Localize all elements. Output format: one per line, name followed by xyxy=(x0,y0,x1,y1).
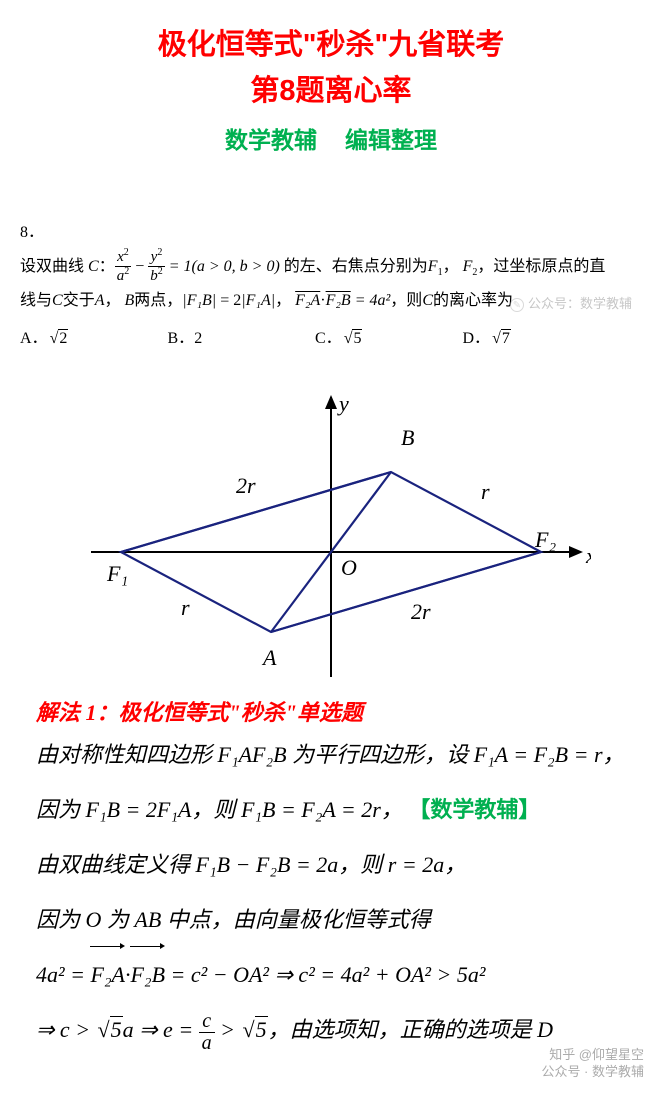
subtitle: 数学教辅 编辑整理 xyxy=(0,121,662,155)
frac-x2a2: x2a2 xyxy=(115,248,132,285)
label-y: y xyxy=(337,391,349,416)
frac-y2b2: y2b2 xyxy=(148,248,165,285)
solution-line-5: 4a² = F₂A·F₂B = c² − OA² ⇒ c² = 4a² + OA… xyxy=(36,947,626,1002)
method-title: 解法 1：极化恒等式"秒杀"单选题 xyxy=(0,687,662,727)
label-B: B xyxy=(401,425,414,450)
label-A: A xyxy=(261,645,277,670)
solution-line-1: 由对称性知四边形 F₁AF₂B 为平行四边形，设 F₁A = F₂B = r， xyxy=(36,727,626,782)
vector-F2A-sol: F₂A xyxy=(90,947,125,1002)
option-d: D．7 xyxy=(463,323,611,355)
title-line-1: 极化恒等式"秒杀"九省联考 xyxy=(0,22,662,68)
vector-F2B: F₂B xyxy=(326,292,351,309)
frac-c-over-a: ca xyxy=(199,1011,215,1054)
watermark-top: ✎公众号：数学教辅 xyxy=(510,293,632,312)
watermark-bottom: 知乎 @仰望星空 公众号 · 数学教辅 xyxy=(541,1046,644,1081)
vector-F2A: F₂A xyxy=(295,292,320,309)
problem-statement: 8． 设双曲线 C：x2a2 − y2b2 = 1(a > 0, b > 0) … xyxy=(0,155,662,356)
label-O: O xyxy=(341,555,357,580)
option-b: B．2 xyxy=(168,323,316,355)
option-c: C．5 xyxy=(315,323,463,355)
label-2r-bottom: 2r xyxy=(411,599,431,624)
label-F1: F₁ xyxy=(106,561,128,586)
label-2r-top: 2r xyxy=(236,473,256,498)
label-F2: F₂ xyxy=(534,527,556,552)
inline-tag: 【数学教辅】 xyxy=(408,797,540,822)
subtitle-right: 编辑整理 xyxy=(345,127,437,153)
option-a: A．2 xyxy=(20,323,168,355)
solution-body: 由对称性知四边形 F₁AF₂B 为平行四边形，设 F₁A = F₂B = r， … xyxy=(0,727,662,1057)
title-block: 极化恒等式"秒杀"九省联考 第8题离心率 数学教辅 编辑整理 xyxy=(0,0,662,155)
wechat-icon: ✎ xyxy=(510,298,524,312)
options-row: A．2 B．2 C．5 D．7 xyxy=(20,323,610,355)
label-x: x xyxy=(585,543,591,568)
label-r-top: r xyxy=(481,479,490,504)
diagram: y x O B A F₁ F₂ 2r r r 2r xyxy=(0,387,662,687)
title-line-2: 第8题离心率 xyxy=(0,68,662,114)
solution-line-6: ⇒ c > 5a ⇒ e = ca > 5，由选项知，正确的选项是 D xyxy=(36,1002,626,1057)
solution-line-4: 因为 O 为 AB 中点，由向量极化恒等式得 xyxy=(36,892,626,947)
label-r-bottom: r xyxy=(181,595,190,620)
hyperbola-diagram-svg: y x O B A F₁ F₂ 2r r r 2r xyxy=(71,387,591,687)
solution-line-3: 由双曲线定义得 F₁B − F₂B = 2a，则 r = 2a， xyxy=(36,837,626,892)
solution-line-2: 因为 F₁B = 2F₁A，则 F₁B = F₂A = 2r， 【数学教辅】 xyxy=(36,782,626,837)
subtitle-left: 数学教辅 xyxy=(225,127,317,153)
problem-number: 8． xyxy=(20,217,46,249)
vector-F2B-sol: F₂B xyxy=(130,947,165,1002)
